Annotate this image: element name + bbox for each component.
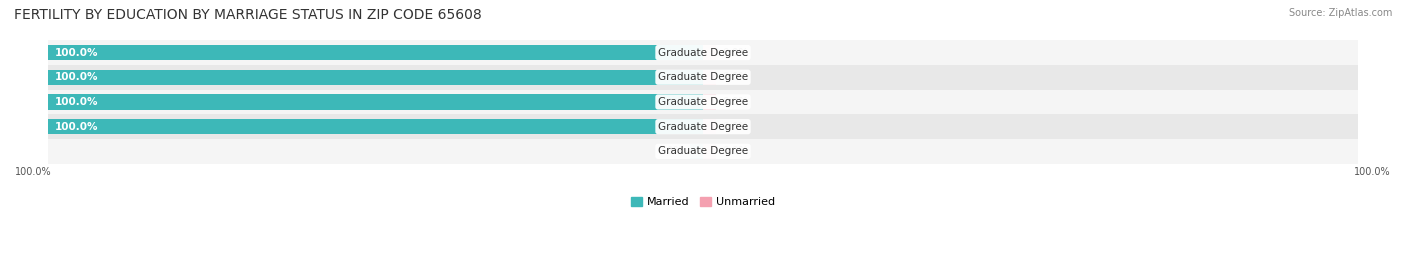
Text: Graduate Degree: Graduate Degree [658,146,748,156]
Text: 100.0%: 100.0% [55,48,98,58]
Text: Graduate Degree: Graduate Degree [658,72,748,82]
Bar [48,114,1358,139]
Text: 100.0%: 100.0% [55,97,98,107]
Bar [48,65,1358,90]
Text: 100.0%: 100.0% [1354,167,1391,177]
Text: FERTILITY BY EDUCATION BY MARRIAGE STATUS IN ZIP CODE 65608: FERTILITY BY EDUCATION BY MARRIAGE STATU… [14,8,482,22]
Bar [48,90,1358,114]
Bar [48,45,703,60]
Bar [703,70,716,85]
Text: 0.0%: 0.0% [723,146,749,156]
Bar [48,94,703,109]
Bar [48,70,703,85]
Bar [703,144,716,159]
Text: Graduate Degree: Graduate Degree [658,48,748,58]
Text: 0.0%: 0.0% [723,48,749,58]
Bar [703,94,716,109]
Text: Graduate Degree: Graduate Degree [658,97,748,107]
Bar [48,119,703,134]
Bar [48,40,1358,65]
Text: 100.0%: 100.0% [55,72,98,82]
Text: 100.0%: 100.0% [55,122,98,132]
Bar [703,119,716,134]
Text: Graduate Degree: Graduate Degree [658,122,748,132]
Text: 0.0%: 0.0% [657,146,683,156]
Text: Source: ZipAtlas.com: Source: ZipAtlas.com [1288,8,1392,18]
Bar [703,45,716,60]
Bar [690,144,703,159]
Text: 0.0%: 0.0% [723,97,749,107]
Bar [48,139,1358,164]
Text: 100.0%: 100.0% [15,167,52,177]
Legend: Married, Unmarried: Married, Unmarried [627,193,779,212]
Text: 0.0%: 0.0% [723,122,749,132]
Text: 0.0%: 0.0% [723,72,749,82]
